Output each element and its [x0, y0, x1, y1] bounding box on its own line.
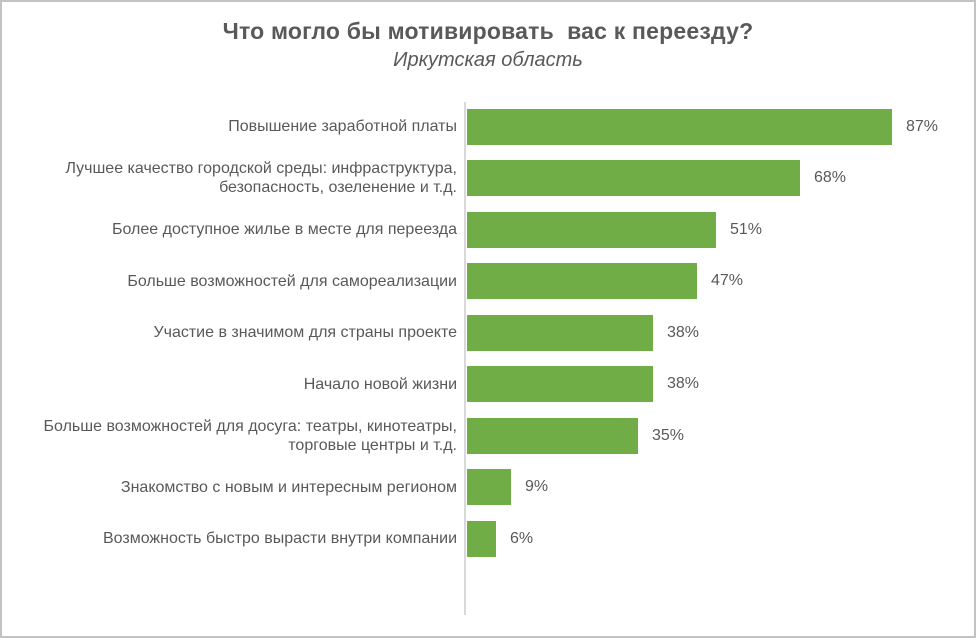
chart-row: Возможность быстро вырасти внутри компан… — [10, 513, 966, 565]
category-label: Больше возможностей для самореализации — [127, 272, 457, 290]
value-label: 87% — [906, 117, 939, 135]
bar — [467, 314, 653, 351]
chart-row: Участие в значимом для страны проекте 38% — [10, 307, 966, 359]
category-label: Участие в значимом для страны проекте — [153, 324, 457, 342]
bar — [467, 520, 496, 557]
chart-row: Больше возможностей для досуга: театры, … — [10, 410, 966, 462]
category-label: Более доступное жилье в месте для переез… — [111, 221, 457, 239]
bar-area: 47% — [467, 263, 744, 300]
chart-row: Повышение заработной платы 87% — [10, 101, 966, 153]
bar — [467, 160, 800, 197]
bar — [467, 263, 697, 300]
bar-area: 87% — [467, 108, 939, 145]
bar — [467, 469, 511, 506]
category-label: Знакомство с новым и интересным регионом — [120, 478, 457, 496]
value-label: 6% — [510, 529, 534, 547]
chart-rows: Повышение заработной платы 87% Лучшее каче… — [10, 101, 966, 565]
category-label: Лучшее качество городской среды: инфраст… — [65, 160, 457, 197]
bar — [467, 417, 638, 454]
bar-area: 38% — [467, 314, 700, 351]
bar-area: 51% — [467, 211, 763, 248]
bar-area: 9% — [467, 469, 549, 506]
bar-area: 35% — [467, 417, 685, 454]
category-label: Возможность быстро вырасти внутри компан… — [102, 530, 457, 548]
bar-area: 38% — [467, 366, 700, 403]
plot-area: Повышение заработной платы 87% Лучшее каче… — [10, 101, 966, 636]
chart-row: Более доступное жилье в месте для переез… — [10, 204, 966, 256]
chart-row: Знакомство с новым и интересным регионом… — [10, 462, 966, 514]
value-label: 51% — [730, 220, 763, 238]
category-label: Повышение заработной платы — [228, 118, 457, 136]
bar-area: 6% — [467, 520, 534, 557]
category-label: Больше возможностей для досуга: театры, … — [43, 417, 457, 454]
value-label: 38% — [667, 375, 700, 393]
bar-area: 68% — [467, 160, 847, 197]
chart-row: Больше возможностей для самореализации 47… — [10, 256, 966, 308]
bar — [467, 211, 716, 248]
chart-title: Что могло бы мотивировать вас к переезду… — [222, 18, 754, 44]
bar — [467, 366, 653, 403]
chart-row: Лучшее качество городской среды: инфраст… — [10, 153, 966, 205]
value-label: 38% — [667, 323, 700, 341]
category-axis-line — [464, 102, 466, 615]
value-label: 9% — [525, 478, 549, 496]
value-label: 47% — [711, 272, 744, 290]
bar — [467, 108, 892, 145]
value-label: 35% — [652, 426, 685, 444]
category-label: Начало новой жизни — [303, 375, 457, 393]
chart-subtitle: Иркутская область — [393, 49, 583, 71]
chart-header: Что могло бы мотивировать вас к переезду… — [2, 18, 974, 72]
value-label: 68% — [814, 169, 847, 187]
chart-row: Начало новой жизни 38% — [10, 359, 966, 411]
